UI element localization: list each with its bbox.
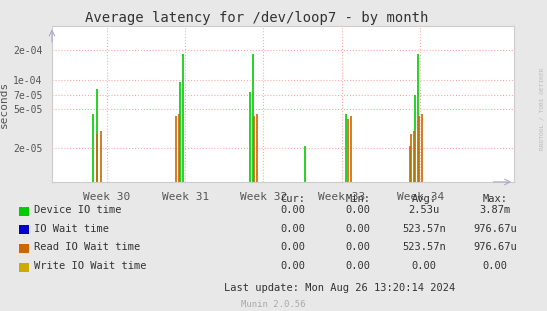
Y-axis label: seconds: seconds bbox=[0, 81, 9, 128]
Text: Munin 2.0.56: Munin 2.0.56 bbox=[241, 300, 306, 309]
Text: 0.00: 0.00 bbox=[482, 261, 508, 271]
Text: Write IO Wait time: Write IO Wait time bbox=[34, 261, 147, 271]
Text: 0.00: 0.00 bbox=[346, 205, 371, 215]
Text: 976.67u: 976.67u bbox=[473, 224, 517, 234]
Text: Max:: Max: bbox=[482, 194, 508, 204]
Text: 0.00: 0.00 bbox=[346, 224, 371, 234]
Text: 0.00: 0.00 bbox=[280, 261, 305, 271]
Text: 523.57n: 523.57n bbox=[402, 224, 446, 234]
Text: 0.00: 0.00 bbox=[346, 261, 371, 271]
Text: 523.57n: 523.57n bbox=[402, 242, 446, 252]
Text: 0.00: 0.00 bbox=[411, 261, 437, 271]
Text: Avg:: Avg: bbox=[411, 194, 437, 204]
Text: 0.00: 0.00 bbox=[280, 205, 305, 215]
Text: Min:: Min: bbox=[346, 194, 371, 204]
Text: Last update: Mon Aug 26 13:20:14 2024: Last update: Mon Aug 26 13:20:14 2024 bbox=[224, 283, 455, 293]
Text: Cur:: Cur: bbox=[280, 194, 305, 204]
Text: IO Wait time: IO Wait time bbox=[34, 224, 109, 234]
Text: 0.00: 0.00 bbox=[280, 242, 305, 252]
Text: RRDTOOL / TOBI OETIKER: RRDTOOL / TOBI OETIKER bbox=[539, 67, 544, 150]
Text: Average latency for /dev/loop7 - by month: Average latency for /dev/loop7 - by mont… bbox=[85, 11, 429, 25]
Text: 976.67u: 976.67u bbox=[473, 242, 517, 252]
Text: 0.00: 0.00 bbox=[346, 242, 371, 252]
Text: Read IO Wait time: Read IO Wait time bbox=[34, 242, 140, 252]
Text: 2.53u: 2.53u bbox=[408, 205, 440, 215]
Text: Device IO time: Device IO time bbox=[34, 205, 121, 215]
Text: 0.00: 0.00 bbox=[280, 224, 305, 234]
Text: 3.87m: 3.87m bbox=[479, 205, 511, 215]
